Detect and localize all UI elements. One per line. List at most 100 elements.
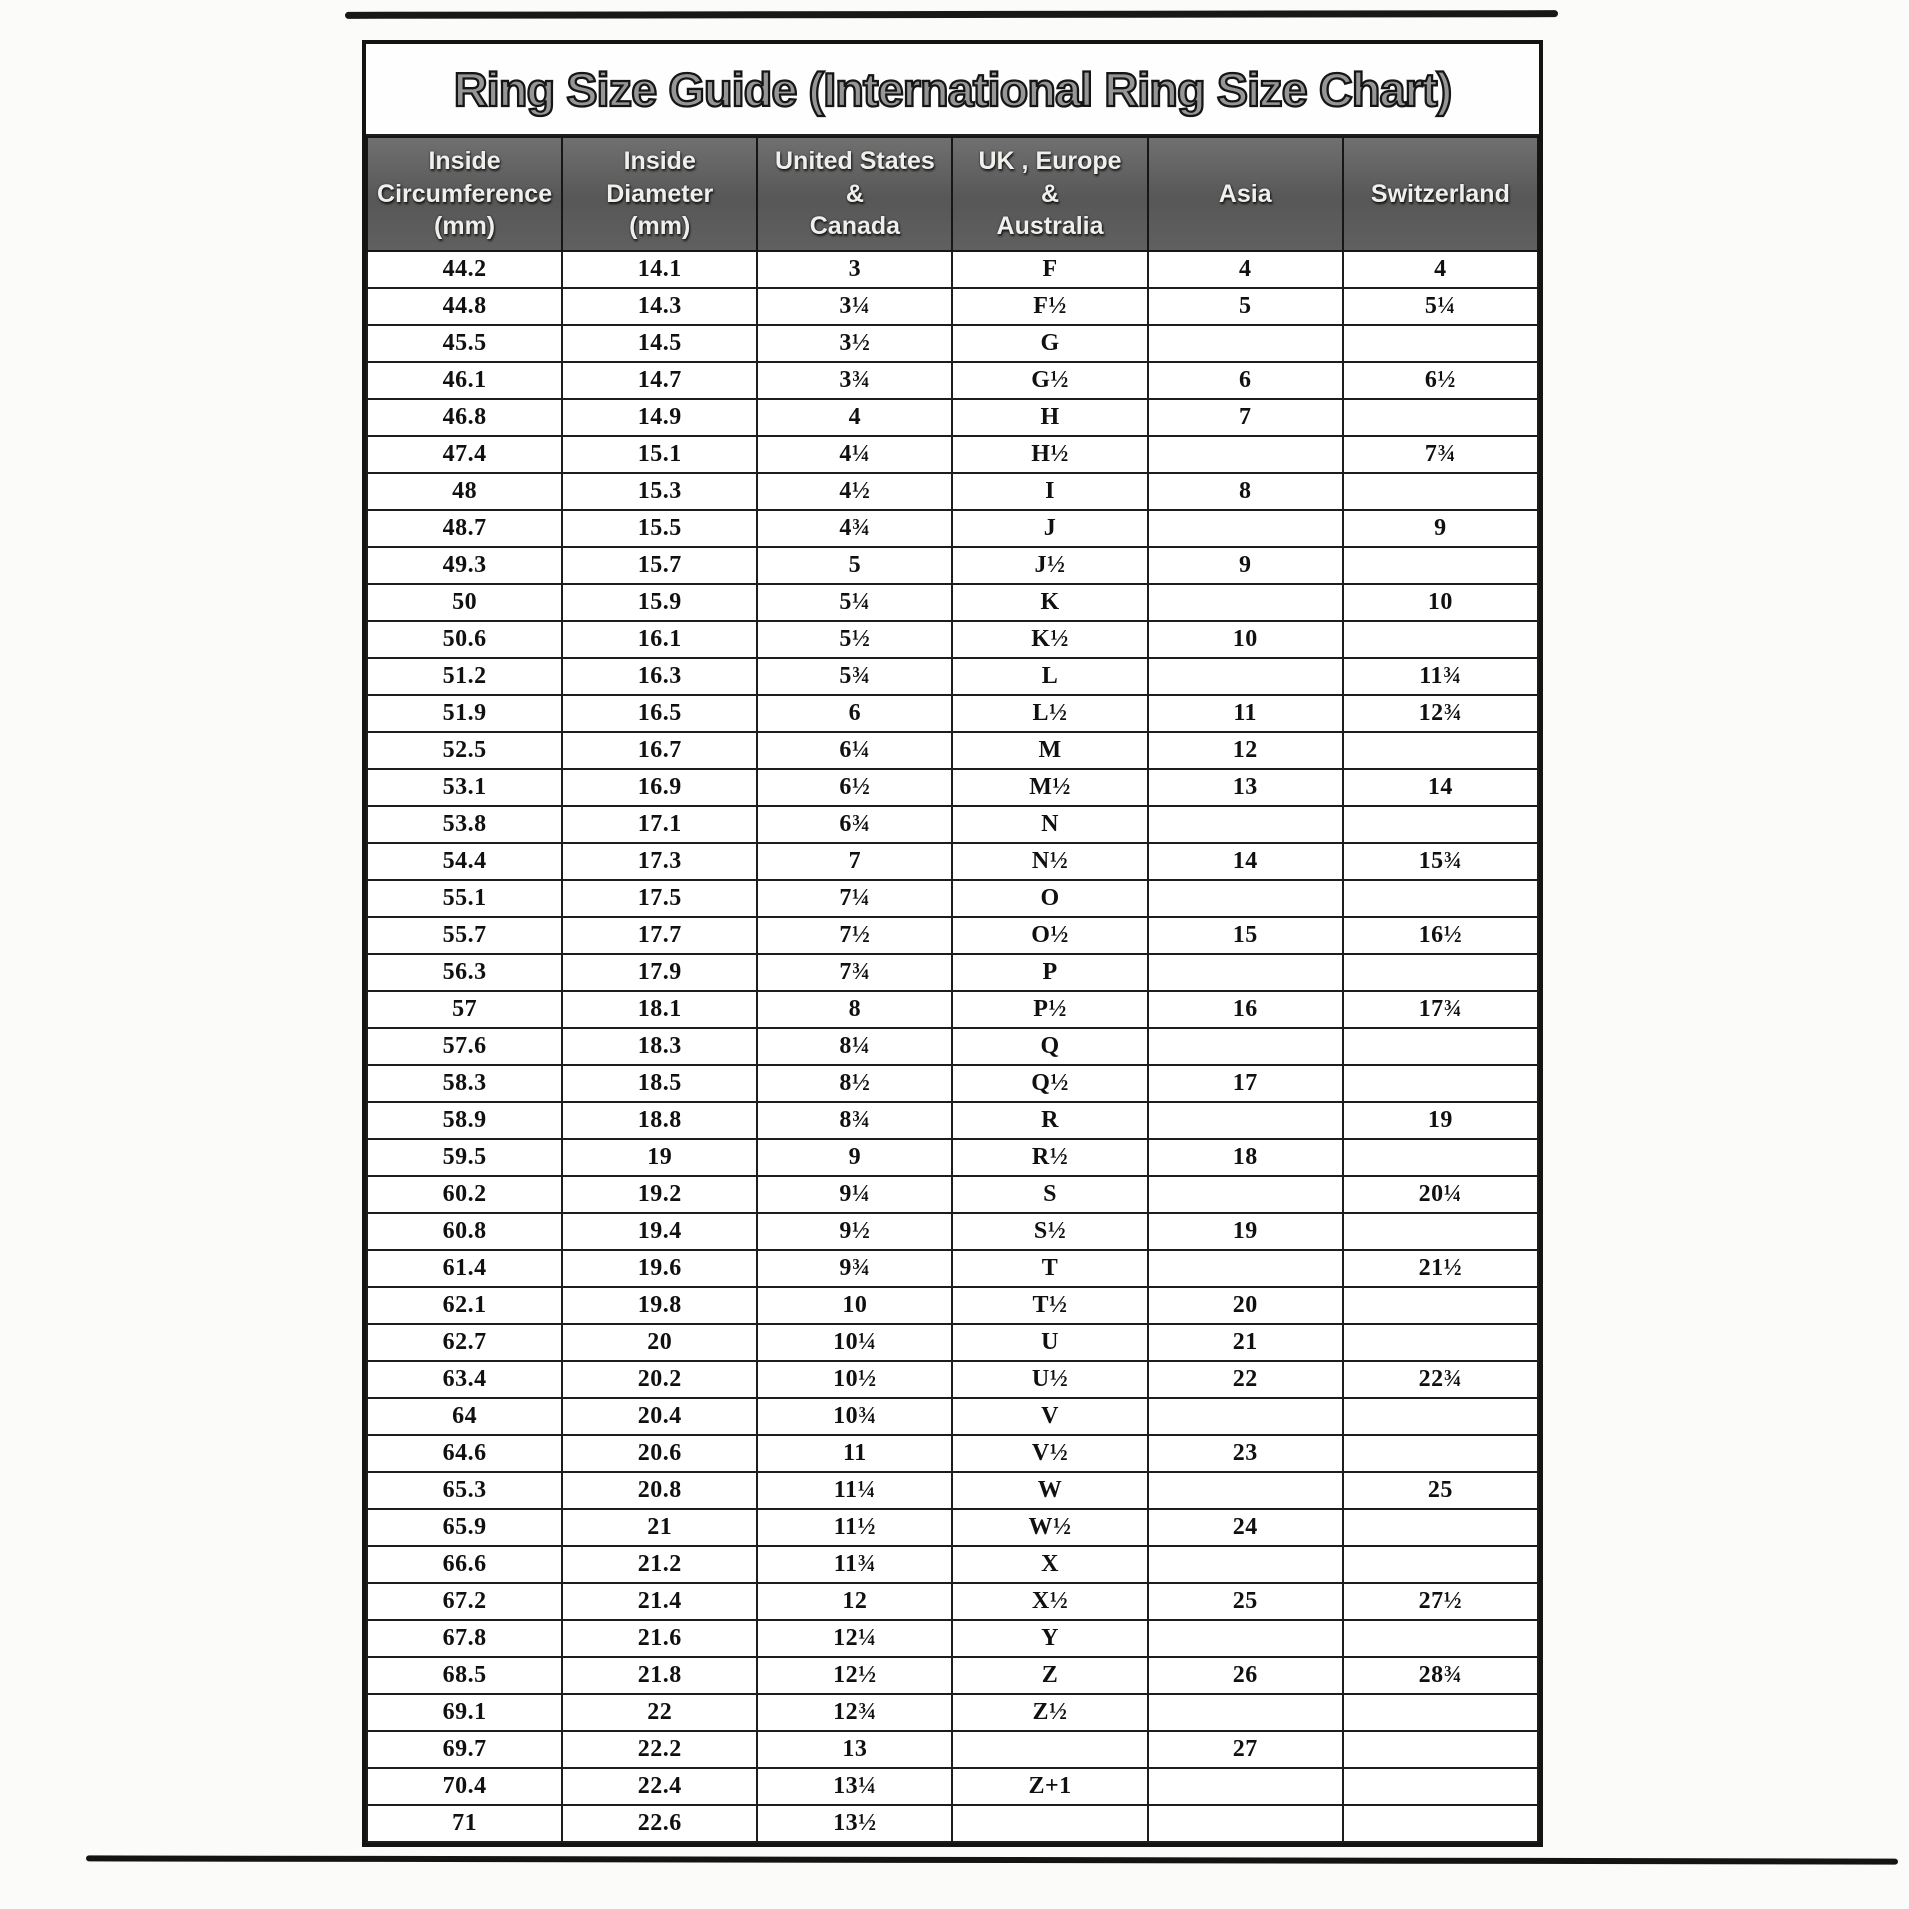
cell-switzerland (1341, 1545, 1540, 1584)
cell-switzerland (1341, 1286, 1540, 1325)
cell-uk-europe-australia: Q½ (951, 1064, 1149, 1103)
cell-diameter-mm: 21.6 (561, 1619, 759, 1658)
cell-asia (1146, 1027, 1344, 1066)
cell-circumference-mm: 52.5 (365, 731, 564, 770)
cell-asia (1146, 805, 1344, 844)
table-row: 71 22.6 13½ (365, 1804, 1540, 1843)
cell-diameter-mm: 19.6 (561, 1249, 759, 1288)
cell-uk-europe-australia: G (951, 324, 1149, 363)
table-row: 57 18.1 8 P½ 16 17¾ (365, 990, 1540, 1029)
cell-asia: 7 (1146, 398, 1344, 437)
cell-switzerland: 28¾ (1341, 1656, 1540, 1695)
cell-diameter-mm: 20.8 (561, 1471, 759, 1510)
column-header-uk-europe-australia: UK , Europe & Australia (951, 136, 1149, 252)
cell-switzerland: 14 (1341, 768, 1540, 807)
table-row: 62.7 20 10¼ U 21 (365, 1323, 1540, 1362)
cell-us-canada: 11 (756, 1434, 954, 1473)
table-row: 53.1 16.9 6½ M½ 13 14 (365, 768, 1540, 807)
table-row: 67.8 21.6 12¼ Y (365, 1619, 1540, 1658)
cell-uk-europe-australia: H (951, 398, 1149, 437)
cell-uk-europe-australia: F½ (951, 287, 1149, 326)
cell-switzerland: 16½ (1341, 916, 1540, 955)
cell-asia (1146, 1619, 1344, 1658)
cell-uk-europe-australia: P½ (951, 990, 1149, 1029)
cell-switzerland: 19 (1341, 1101, 1540, 1140)
cell-circumference-mm: 67.8 (365, 1619, 564, 1658)
cell-uk-europe-australia: K (951, 583, 1149, 622)
cell-switzerland: 6½ (1341, 361, 1540, 400)
cell-diameter-mm: 20 (561, 1323, 759, 1362)
cell-uk-europe-australia: W (951, 1471, 1149, 1510)
cell-circumference-mm: 58.9 (365, 1101, 564, 1140)
table-row: 70.4 22.4 13¼ Z+1 (365, 1767, 1540, 1806)
cell-us-canada: 11¾ (756, 1545, 954, 1584)
table-body: 44.2 14.1 3 F 4 4 44.8 14.3 3¼ F½ 5 5¼ 45.5 14.5 3½ G 46… (365, 250, 1540, 1843)
cell-switzerland: 12¾ (1341, 694, 1540, 733)
table-row: 50.6 16.1 5½ K½ 10 (365, 620, 1540, 659)
cell-us-canada: 8 (756, 990, 954, 1029)
cell-asia: 17 (1146, 1064, 1344, 1103)
cell-us-canada: 10¼ (756, 1323, 954, 1362)
header-line (1151, 210, 1340, 243)
header-line: Australia (996, 212, 1104, 241)
top-rule (344, 10, 1559, 19)
cell-uk-europe-australia: U (951, 1323, 1149, 1362)
cell-diameter-mm: 16.5 (561, 694, 759, 733)
cell-asia: 4 (1146, 250, 1344, 289)
cell-circumference-mm: 61.4 (365, 1249, 564, 1288)
cell-uk-europe-australia: Q (951, 1027, 1149, 1066)
table-row: 69.1 22 12¾ Z½ (365, 1693, 1540, 1732)
cell-switzerland (1341, 1767, 1540, 1806)
cell-us-canada: 9¼ (756, 1175, 954, 1214)
cell-diameter-mm: 15.3 (561, 472, 759, 511)
cell-asia (1146, 1693, 1344, 1732)
column-header-diameter: Inside Diameter (mm) (561, 136, 759, 252)
cell-circumference-mm: 55.1 (365, 879, 564, 918)
table-row: 65.3 20.8 11¼ W 25 (365, 1471, 1540, 1510)
cell-uk-europe-australia: L½ (951, 694, 1149, 733)
cell-us-canada: 3½ (756, 324, 954, 363)
table-row: 52.5 16.7 6¼ M 12 (365, 731, 1540, 770)
table-row: 55.1 17.5 7¼ O (365, 879, 1540, 918)
cell-asia: 26 (1146, 1656, 1344, 1695)
cell-us-canada: 11½ (756, 1508, 954, 1547)
cell-uk-europe-australia: M½ (951, 768, 1149, 807)
cell-uk-europe-australia: O½ (951, 916, 1149, 955)
table-row: 67.2 21.4 12 X½ 25 27½ (365, 1582, 1540, 1621)
table-row: 51.9 16.5 6 L½ 11 12¾ (365, 694, 1540, 733)
table-row: 66.6 21.2 11¾ X (365, 1545, 1540, 1584)
cell-us-canada: 6 (756, 694, 954, 733)
cell-switzerland (1341, 1730, 1540, 1769)
cell-switzerland (1341, 1212, 1540, 1251)
cell-us-canada: 11¼ (756, 1471, 954, 1510)
cell-us-canada: 13¼ (756, 1767, 954, 1806)
cell-asia: 14 (1146, 842, 1344, 881)
cell-diameter-mm: 18.5 (561, 1064, 759, 1103)
cell-uk-europe-australia: R½ (951, 1138, 1149, 1177)
table-row: 47.4 15.1 4¼ H½ 7¾ (365, 435, 1540, 474)
cell-uk-europe-australia (951, 1804, 1149, 1843)
cell-switzerland (1341, 1508, 1540, 1547)
cell-diameter-mm: 22.2 (561, 1730, 759, 1769)
cell-uk-europe-australia: T (951, 1249, 1149, 1288)
table-row: 60.2 19.2 9¼ S 20¼ (365, 1175, 1540, 1214)
cell-asia: 12 (1146, 731, 1344, 770)
cell-diameter-mm: 20.4 (561, 1397, 759, 1436)
cell-switzerland (1341, 1434, 1540, 1473)
cell-switzerland (1341, 1619, 1540, 1658)
cell-diameter-mm: 15.7 (561, 546, 759, 585)
cell-diameter-mm: 18.8 (561, 1101, 759, 1140)
cell-asia: 11 (1146, 694, 1344, 733)
cell-diameter-mm: 14.1 (561, 250, 759, 289)
cell-switzerland (1341, 805, 1540, 844)
cell-uk-europe-australia: R (951, 1101, 1149, 1140)
cell-switzerland (1341, 1027, 1540, 1066)
header-line: & (1041, 179, 1060, 208)
cell-asia: 5 (1146, 287, 1344, 326)
header-line (1346, 210, 1535, 243)
cell-circumference-mm: 58.3 (365, 1064, 564, 1103)
table-row: 45.5 14.5 3½ G (365, 324, 1540, 363)
cell-us-canada: 7½ (756, 916, 954, 955)
column-header-us-canada: United States & Canada (756, 136, 954, 252)
cell-diameter-mm: 14.5 (561, 324, 759, 363)
